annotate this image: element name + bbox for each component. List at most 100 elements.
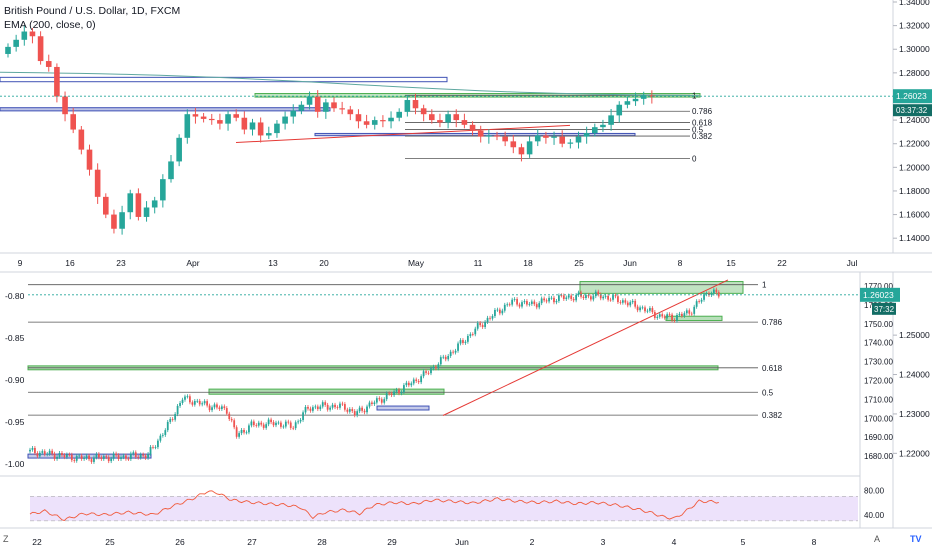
last-price-tag	[860, 287, 900, 302]
candle-body	[690, 313, 693, 315]
candle-body	[147, 454, 149, 458]
candle-body	[127, 458, 130, 460]
candle-body	[168, 161, 174, 180]
candle-body	[712, 289, 715, 294]
last-price-label: 1.26023	[863, 290, 894, 300]
y-tick-label: 1.30000	[899, 44, 930, 54]
candle-body	[164, 430, 167, 435]
x-tick-label: Jun	[623, 258, 637, 268]
candle-body	[353, 411, 356, 416]
candle-body	[280, 422, 282, 427]
candle-body	[161, 434, 164, 436]
trend-line	[442, 279, 729, 416]
candle-body	[323, 102, 329, 112]
candle-body	[171, 419, 174, 420]
candle-body	[653, 312, 656, 318]
candle-body	[137, 457, 140, 458]
candle-body	[93, 457, 95, 462]
candle-body	[117, 455, 120, 459]
candle-body	[29, 449, 31, 452]
fib-level-label: 0.618	[692, 118, 713, 127]
candle-body	[506, 304, 509, 306]
candle-body	[502, 136, 508, 142]
pane-frames	[0, 0, 932, 529]
candle-body	[216, 404, 218, 408]
candle-body	[206, 401, 209, 406]
secondary-axis-label: 1680.00	[864, 452, 893, 461]
countdown-tag	[872, 302, 896, 315]
left-axis-label: -0.95	[5, 417, 25, 427]
candle-body	[466, 335, 469, 342]
left-axis-label: -0.85	[5, 333, 25, 343]
candle-body	[316, 406, 319, 410]
y-tick-label: 1.24000	[899, 115, 930, 125]
candle-body	[83, 457, 86, 459]
secondary-axis-label: 1770.00	[864, 282, 893, 291]
candle-body	[452, 351, 455, 353]
candle-body	[111, 214, 117, 229]
candle-body	[683, 313, 686, 316]
secondary-axis-label: 1740.00	[864, 339, 893, 348]
candle-body	[132, 452, 135, 454]
x-tick-label: 27	[247, 537, 257, 547]
candle-body	[366, 406, 368, 413]
candle-body	[649, 308, 651, 311]
candle-body	[594, 291, 597, 297]
candle-body	[356, 411, 359, 416]
candle-body	[220, 406, 223, 410]
candle-body	[717, 292, 720, 297]
candle-body	[144, 455, 147, 458]
countdown-label: 03:37:32	[896, 106, 928, 115]
auto-scale-button[interactable]: A	[874, 534, 881, 544]
candle-body	[85, 455, 88, 458]
candle-body	[535, 304, 538, 308]
candle-body	[58, 452, 61, 457]
candle-body	[592, 127, 598, 134]
candle-body	[420, 376, 423, 383]
candle-body	[632, 98, 639, 102]
candle-body	[292, 427, 295, 429]
y-tick-label: 1.22000	[899, 448, 930, 458]
candle-body	[513, 299, 516, 300]
candle-body	[484, 321, 486, 327]
candle-body	[176, 405, 179, 415]
last-price-tag	[893, 89, 932, 104]
x-tick-label: 23	[116, 258, 126, 268]
candle-body	[41, 451, 44, 453]
candle-body	[453, 114, 460, 121]
candle-body	[640, 95, 647, 99]
candle-body	[518, 304, 521, 307]
x-tick-label: Jun	[455, 537, 469, 547]
candle-body	[442, 356, 445, 358]
candle-body	[607, 295, 609, 300]
candle-body	[461, 120, 468, 125]
candle-body	[54, 66, 60, 97]
candle-body	[486, 317, 489, 322]
candle-body	[355, 114, 362, 122]
candle-body	[29, 31, 36, 37]
candle-body	[329, 407, 332, 410]
tradingview-logo[interactable]: TV	[910, 534, 922, 544]
candle-body	[198, 400, 201, 405]
x-tick-label: 5	[741, 537, 746, 547]
timezone-button[interactable]: Z	[3, 534, 9, 544]
candle-body	[498, 309, 501, 314]
fib-level-label: 1	[762, 281, 767, 290]
x-tick-label: 4	[672, 537, 677, 547]
y-tick-label: 1.14000	[899, 233, 930, 243]
candle-body	[363, 410, 366, 413]
candle-body	[233, 420, 236, 428]
x-tick-label: 25	[574, 258, 584, 268]
candle-body	[708, 293, 710, 296]
fib-level-label: 0.786	[762, 318, 783, 327]
candle-body	[157, 440, 159, 448]
candle-body	[393, 391, 395, 396]
secondary-axis-label: 1690.00	[864, 433, 893, 442]
rsi-band	[30, 496, 858, 521]
candle-body	[319, 406, 322, 410]
fib-level-label: 0	[692, 154, 697, 163]
candle-body	[439, 357, 442, 365]
demand-zone	[208, 388, 445, 395]
candle-body	[543, 298, 546, 301]
